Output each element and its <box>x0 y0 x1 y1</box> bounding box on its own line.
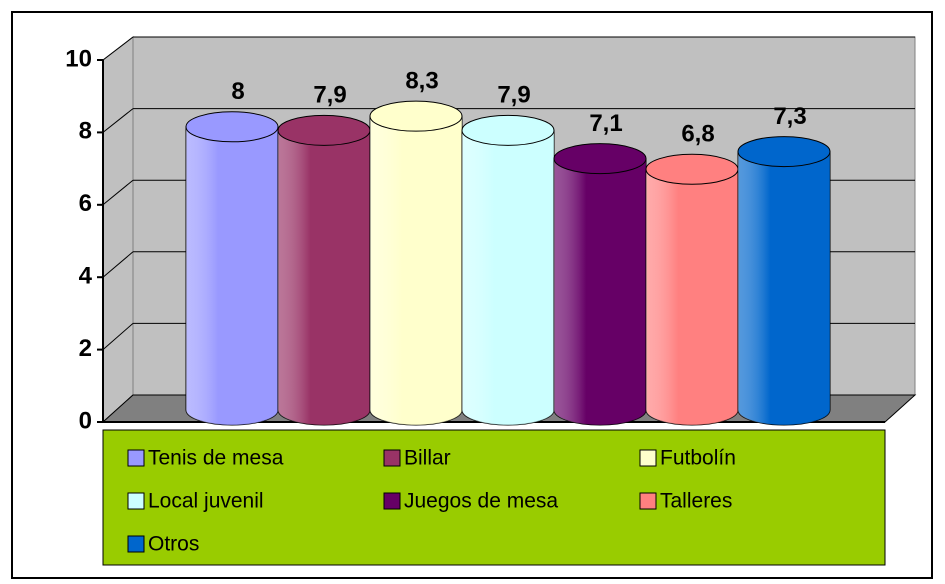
data-label: 7,9 <box>313 82 346 109</box>
data-label: 6,8 <box>681 121 714 148</box>
cylinder-shade <box>370 116 462 426</box>
data-label: 7,1 <box>589 110 622 137</box>
legend-label: Tenis de mesa <box>148 447 284 470</box>
legend-swatch <box>383 492 401 510</box>
legend-label: Futbolín <box>660 447 736 470</box>
y-tick-label: 0 <box>79 407 92 434</box>
data-label: 7,3 <box>773 103 806 130</box>
cylinder-shade <box>738 151 830 425</box>
cylinder-top <box>645 153 739 185</box>
y-tick-label: 2 <box>79 335 92 362</box>
legend-swatch <box>639 492 657 510</box>
grid-line <box>102 323 134 350</box>
grid-line <box>102 251 134 278</box>
cylinder-shade <box>554 158 646 425</box>
y-tick-label: 8 <box>79 118 92 145</box>
legend-label: Otros <box>148 533 199 556</box>
legend-label: Billar <box>404 447 451 470</box>
cylinder-top <box>737 136 831 168</box>
grid-line <box>102 108 134 133</box>
y-tick-label: 4 <box>79 263 93 290</box>
legend-swatch <box>639 449 657 467</box>
legend-label: Local juvenil <box>148 490 264 513</box>
grid-line <box>102 179 134 206</box>
y-tick-label: 6 <box>79 190 92 217</box>
cylinder-shade <box>462 130 554 425</box>
cylinder-shade <box>646 169 738 425</box>
y-tick-label: 10 <box>65 45 92 72</box>
legend-swatch <box>127 492 145 510</box>
cylinder-shade <box>186 126 278 426</box>
cylinder-top <box>553 143 647 175</box>
legend-label: Juegos de mesa <box>404 490 558 513</box>
legend-swatch <box>127 449 145 467</box>
side-wall <box>102 35 134 424</box>
cylinder-top <box>185 111 279 143</box>
legend-box <box>102 429 886 566</box>
cylinder-top <box>369 100 463 132</box>
data-label: 7,9 <box>497 82 530 109</box>
cylinder-top <box>277 114 371 146</box>
legend-label: Talleres <box>660 490 732 513</box>
legend-swatch <box>127 535 145 553</box>
legend-swatch <box>383 449 401 467</box>
data-label: 8,3 <box>405 68 438 95</box>
data-label: 8 <box>231 78 244 105</box>
cylinder-top <box>461 114 555 146</box>
grid-line <box>102 36 134 61</box>
cylinder-shade <box>278 130 370 425</box>
